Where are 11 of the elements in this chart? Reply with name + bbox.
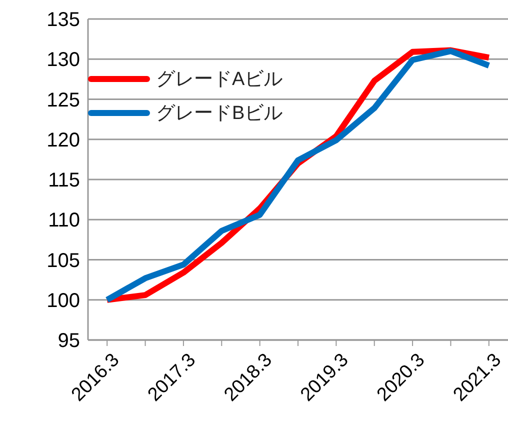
- y-tick-label: 100: [46, 290, 80, 312]
- y-tick-label: 125: [46, 89, 80, 112]
- y-tick-label: 135: [46, 9, 80, 32]
- y-tick-label: 120: [46, 129, 80, 152]
- y-tick-label: 110: [48, 210, 80, 232]
- legend-label: グレードAビル: [156, 68, 283, 92]
- y-tick-label: 105: [46, 250, 80, 272]
- legend-label: グレードBビル: [156, 102, 283, 126]
- y-tick-label: 115: [48, 170, 80, 192]
- y-tick-label: 95: [58, 330, 80, 352]
- y-tick-label: 130: [46, 49, 80, 72]
